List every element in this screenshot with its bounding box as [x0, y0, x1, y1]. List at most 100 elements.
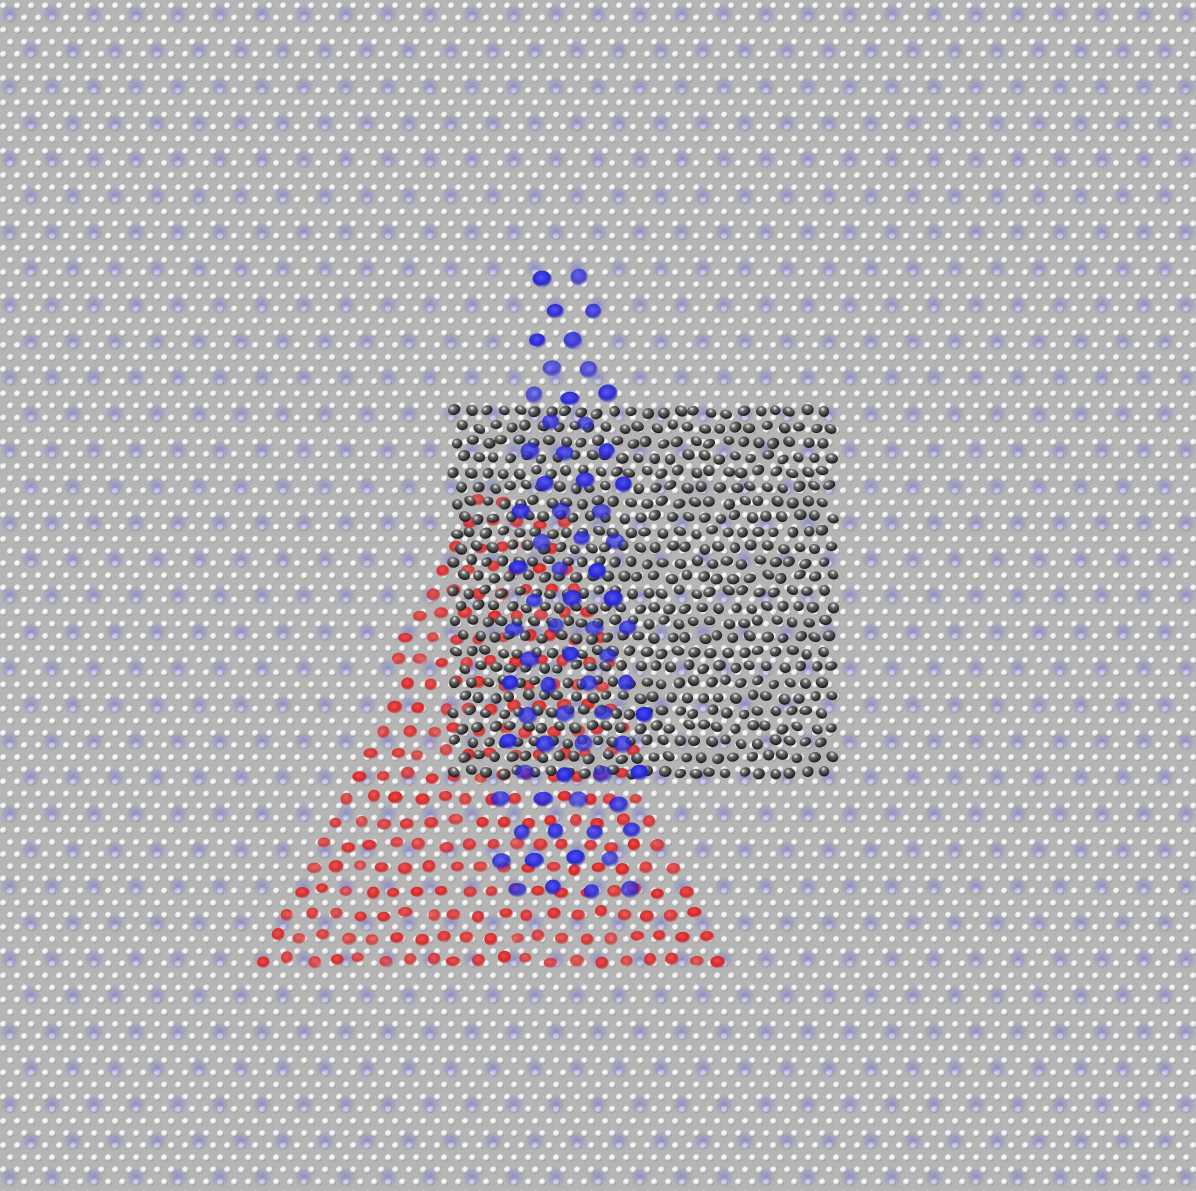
dark-atom	[711, 630, 723, 641]
dark-atom	[625, 527, 638, 539]
red-atom	[629, 793, 642, 805]
blue-atom	[585, 620, 605, 637]
red-atom	[363, 748, 379, 759]
blue-atom	[532, 533, 551, 552]
dark-atom	[472, 750, 485, 760]
blue-atom	[585, 303, 602, 320]
dark-atom	[577, 704, 590, 715]
dark-atom	[527, 556, 539, 567]
dark-atom	[706, 736, 719, 748]
dark-atom	[648, 752, 660, 762]
dark-atom	[792, 422, 805, 432]
blue-atom	[529, 333, 546, 348]
dark-atom	[728, 509, 741, 521]
dark-atom	[479, 708, 491, 718]
dark-atom	[743, 630, 756, 642]
dark-atom	[503, 721, 516, 731]
red-atom	[328, 860, 344, 873]
blue-atom	[556, 767, 573, 784]
red-atom	[580, 933, 594, 946]
dark-atom	[777, 600, 789, 612]
red-atom	[280, 951, 293, 965]
dark-atom	[793, 693, 805, 704]
dark-atom	[771, 615, 783, 625]
dark-atom	[482, 616, 495, 628]
blue-atom	[514, 764, 535, 781]
dark-atom	[777, 633, 789, 643]
red-atom	[700, 931, 715, 942]
dark-atom	[464, 467, 478, 479]
red-atom	[571, 909, 586, 921]
red-atom	[446, 909, 461, 921]
blue-atom	[601, 851, 619, 868]
dark-atom	[824, 661, 838, 671]
red-atom	[404, 953, 417, 966]
red-atom	[616, 813, 631, 827]
dark-atom	[602, 749, 614, 760]
dark-atom	[815, 676, 829, 689]
red-atom	[604, 932, 618, 946]
red-atom	[340, 792, 353, 806]
dark-atom	[681, 692, 694, 704]
dark-atom	[497, 469, 509, 480]
red-atom	[391, 748, 406, 759]
blue-atom	[598, 384, 618, 403]
red-atom	[451, 861, 465, 872]
dark-atom	[806, 601, 820, 613]
red-atom	[484, 932, 498, 946]
dark-atom	[535, 722, 548, 734]
dark-atom	[599, 661, 612, 672]
red-atom	[365, 934, 379, 946]
dark-atom	[449, 615, 461, 627]
blue-atom	[499, 733, 518, 750]
dark-atom	[600, 422, 612, 432]
dark-atom	[641, 734, 653, 746]
dark-atom	[687, 675, 700, 687]
dark-atom	[730, 723, 741, 734]
dark-atom	[808, 480, 820, 491]
red-atom	[485, 886, 498, 897]
dark-atom	[727, 752, 739, 762]
red-atom	[434, 607, 449, 619]
dark-atom	[747, 689, 759, 700]
dark-atom	[600, 480, 611, 491]
dark-atom	[586, 720, 599, 731]
dark-atom	[486, 513, 500, 523]
red-atom	[368, 789, 381, 803]
red-atom	[679, 886, 695, 899]
red-atom	[473, 861, 488, 873]
dark-atom	[755, 406, 767, 417]
dark-atom	[570, 633, 583, 645]
dark-atom	[454, 543, 468, 555]
dark-atom	[688, 497, 702, 507]
dark-atom	[569, 722, 582, 734]
blue-atom	[566, 849, 586, 866]
dark-atom	[809, 452, 820, 463]
blue-atom	[605, 533, 626, 551]
blue-atom	[594, 705, 614, 721]
dark-atom	[537, 752, 549, 764]
dark-atom	[458, 752, 471, 763]
blue-atom	[518, 707, 538, 725]
dark-atom	[823, 480, 836, 490]
dark-atom	[494, 615, 508, 627]
dark-atom	[568, 750, 580, 762]
dark-atom	[815, 737, 827, 748]
dark-atom	[793, 452, 804, 463]
dark-atom	[618, 570, 631, 582]
dark-atom	[752, 464, 765, 476]
dark-atom	[752, 675, 764, 686]
dark-atom	[769, 556, 782, 568]
red-atom	[459, 793, 472, 806]
blue-atom	[525, 386, 543, 404]
dark-atom	[819, 584, 830, 596]
dark-atom	[793, 601, 804, 612]
dark-atom	[778, 693, 791, 705]
dark-atom	[513, 434, 526, 445]
dark-atom	[735, 559, 748, 570]
dark-atom	[529, 527, 541, 537]
dark-atom	[698, 512, 711, 523]
dark-atom	[671, 464, 684, 476]
red-atom	[639, 910, 655, 923]
